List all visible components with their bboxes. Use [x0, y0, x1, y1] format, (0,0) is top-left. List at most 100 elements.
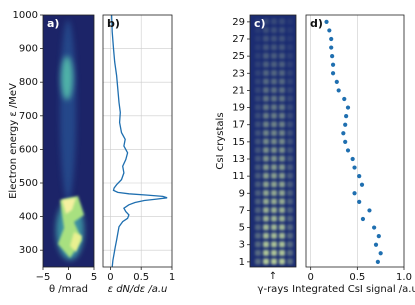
- crystal-spot: [287, 78, 293, 85]
- crystal-spot: [255, 35, 261, 42]
- crystal-spot: [255, 61, 261, 68]
- crystal-spot: [271, 18, 277, 25]
- y-tick-label: 3: [239, 240, 245, 251]
- y-tick-label: 5: [239, 223, 245, 234]
- crystal-spot: [255, 189, 261, 196]
- signal-point: [378, 251, 383, 256]
- crystal-spot: [279, 104, 285, 111]
- signal-point: [330, 71, 336, 76]
- signal-point: [324, 19, 329, 24]
- crystal-spot: [263, 198, 269, 205]
- crystal-spot: [271, 69, 277, 76]
- crystal-spot: [279, 61, 285, 68]
- crystal-spot: [279, 78, 285, 85]
- signal-point: [344, 114, 349, 119]
- crystal-spot: [279, 189, 285, 196]
- crystal-spot: [287, 241, 293, 248]
- panel-frame: [305, 14, 405, 268]
- crystal-spot: [263, 249, 269, 256]
- crystal-spot: [287, 155, 293, 162]
- crystal-spot: [271, 35, 277, 42]
- crystal-spot: [263, 18, 269, 25]
- crystal-spot: [287, 129, 293, 136]
- crystal-spot: [279, 164, 285, 171]
- crystal-spot: [287, 249, 293, 256]
- y-tick-label: 1000: [13, 10, 38, 21]
- crystal-spot: [287, 69, 293, 76]
- crystal-spot: [263, 35, 269, 42]
- crystal-spot: [263, 44, 269, 51]
- spectrum-image: [43, 15, 94, 267]
- crystal-spot: [279, 18, 285, 25]
- x-tick-label: 0.5: [349, 272, 365, 283]
- crystal-spot: [255, 78, 261, 85]
- crystal-spot: [271, 241, 277, 248]
- crystal-spot: [271, 87, 277, 94]
- crystal-spot: [255, 207, 261, 214]
- crystal-spot: [263, 207, 269, 214]
- crystal-spot: [287, 35, 293, 42]
- crystal-spot: [279, 52, 285, 59]
- y-tick-label: 500: [19, 178, 38, 189]
- signal-point: [376, 234, 381, 239]
- crystal-spot: [263, 258, 269, 265]
- crystal-spot: [271, 172, 277, 179]
- crystal-spot: [271, 104, 277, 111]
- crystal-spot: [271, 232, 277, 239]
- crystal-spot: [263, 129, 269, 136]
- y-tick-label: 800: [19, 77, 38, 88]
- signal-point: [327, 28, 332, 33]
- crystal-spot: [255, 27, 261, 34]
- y-tick-label: 21: [232, 85, 245, 96]
- crystal-spot: [287, 258, 293, 265]
- crystal-spot: [279, 129, 285, 136]
- crystal-spot: [255, 164, 261, 171]
- spectrum-line: [110, 14, 168, 268]
- crystal-spot: [271, 44, 277, 51]
- signal-point: [360, 216, 366, 222]
- crystal-spot: [263, 224, 269, 231]
- signal-point: [350, 156, 355, 162]
- crystal-spot: [271, 215, 277, 222]
- crystal-spot: [279, 224, 285, 231]
- crystal-spot: [271, 164, 277, 171]
- signal-point: [342, 96, 347, 102]
- crystal-spot: [263, 87, 269, 94]
- x-tick-label: 1.0: [396, 272, 412, 283]
- crystal-spot: [255, 232, 261, 239]
- crystal-spot: [263, 215, 269, 222]
- crystal-spot: [263, 27, 269, 34]
- crystal-spot: [255, 181, 261, 188]
- signal-point: [357, 174, 362, 179]
- crystal-spot: [279, 172, 285, 179]
- y-tick-label: 7: [239, 205, 245, 216]
- y-tick-label: 9: [239, 188, 245, 199]
- panel-frame: [102, 14, 173, 268]
- crystal-spot: [263, 61, 269, 68]
- crystal-spot: [271, 27, 277, 34]
- x-tick-label: 0.5: [133, 272, 149, 283]
- crystal-spot: [279, 44, 285, 51]
- crystal-spot: [287, 44, 293, 51]
- crystal-spot: [271, 138, 277, 145]
- signal-point: [343, 139, 348, 144]
- signal-point: [345, 105, 351, 110]
- signal-point: [341, 131, 346, 136]
- crystal-spot: [263, 164, 269, 171]
- crystal-spot: [255, 172, 261, 179]
- crystal-spot: [271, 224, 277, 231]
- crystal-spot: [279, 232, 285, 239]
- crystal-spot: [263, 104, 269, 111]
- crystal-spot: [279, 35, 285, 42]
- signal-point: [329, 36, 334, 42]
- signal-point: [330, 62, 336, 67]
- x-tick-label: 0: [65, 272, 71, 283]
- y-tick-label: 700: [19, 111, 38, 122]
- crystal-spot: [287, 87, 293, 94]
- crystal-spot: [255, 198, 261, 205]
- crystal-spot: [263, 69, 269, 76]
- crystal-spot: [271, 258, 277, 265]
- crystal-spot: [287, 61, 293, 68]
- crystal-spot: [287, 215, 293, 222]
